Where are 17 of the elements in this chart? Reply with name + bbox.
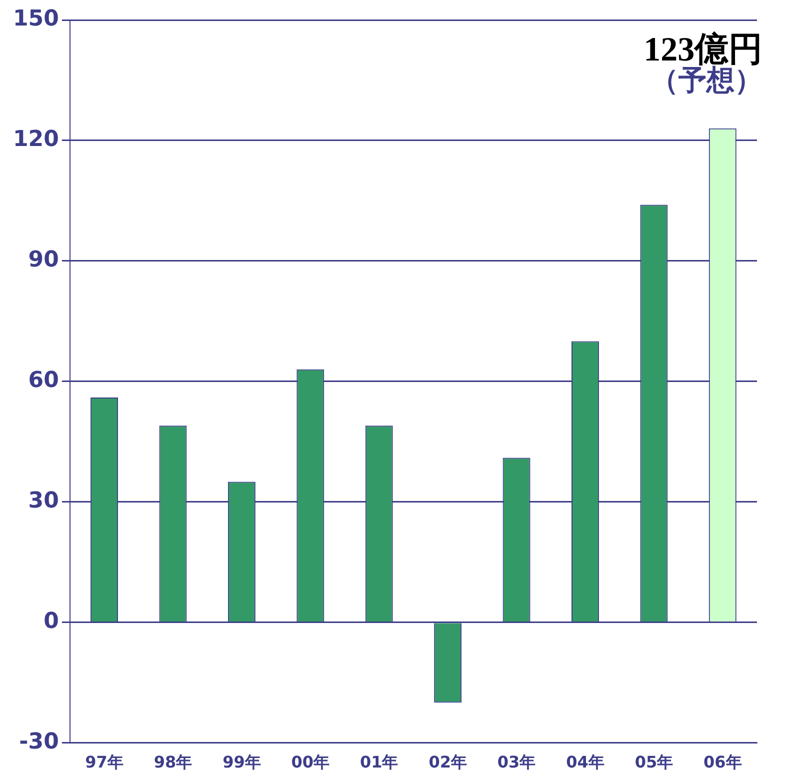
x-tick-label: 05年 (634, 752, 674, 772)
x-tick-label: 01年 (360, 752, 398, 772)
y-tick-label: 120 (12, 127, 59, 152)
x-tick-label: 06年 (704, 752, 742, 772)
x-tick-label: 02年 (428, 752, 467, 772)
y-tick-label: 0 (44, 609, 59, 634)
x-tick-label: 97年 (85, 752, 124, 772)
x-tick-label: 04年 (566, 752, 604, 772)
x-tick-label: 03年 (497, 752, 536, 772)
y-tick-label: 30 (28, 488, 59, 514)
y-tick-label: 60 (28, 368, 59, 394)
y-tick-label: 150 (12, 6, 59, 32)
x-tick-label: 98年 (154, 752, 192, 772)
x-tick-label: 99年 (222, 752, 261, 772)
y-tick-label: -30 (19, 730, 59, 755)
y-tick-label: 90 (28, 248, 59, 273)
x-tick-label: 00年 (291, 752, 330, 772)
